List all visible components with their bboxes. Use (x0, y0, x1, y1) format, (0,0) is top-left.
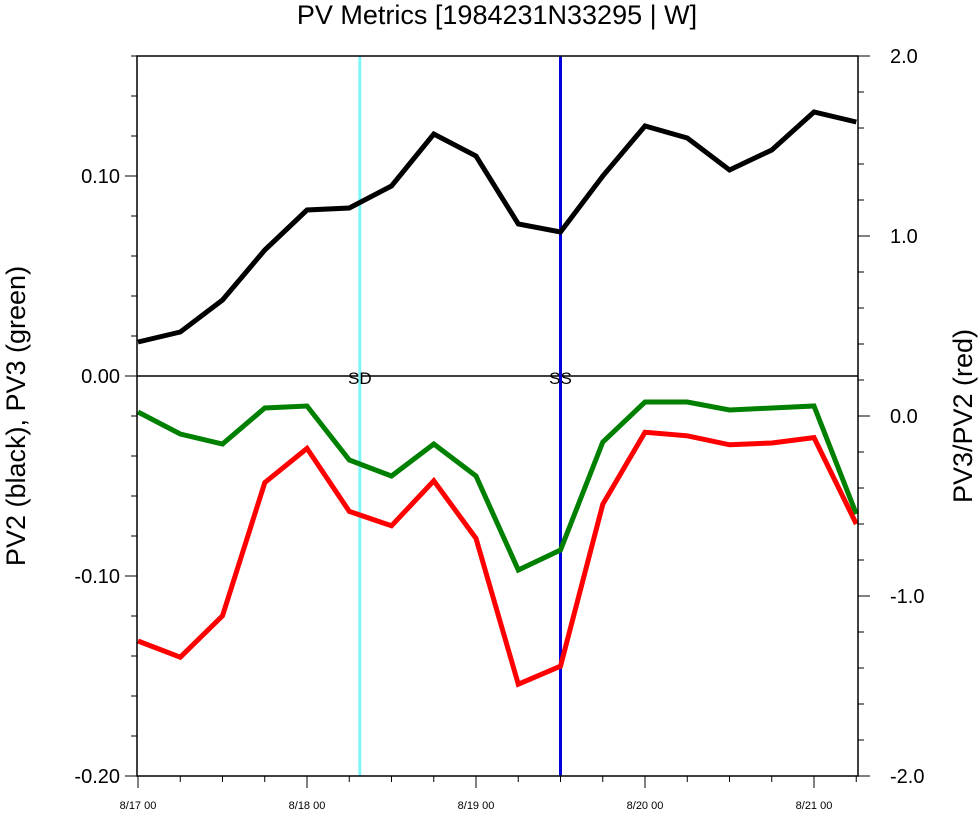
left-tick-label: -0.20 (74, 766, 120, 788)
marker-label-sd: SD (348, 369, 372, 388)
right-y-axis-label: PV3/PV2 (red) (948, 329, 978, 503)
marker-label-ss: SS (549, 369, 572, 388)
plot-area: 0.10 0.00 -0.10 -0.20 2.0 1.0 0.0 -1.0 -2.0 8/17 … (74, 46, 924, 812)
left-tick-label: -0.10 (74, 566, 120, 588)
right-tick-label: 2.0 (890, 46, 918, 68)
left-tick-label: 0.10 (81, 166, 120, 188)
plot-frame (136, 55, 859, 777)
series-line-pv2 (137, 109, 857, 345)
x-tick-label: 8/19 00 (458, 800, 495, 812)
x-tick-label: 8/21 00 (796, 800, 833, 812)
right-tick-label: -2.0 (890, 766, 924, 788)
x-tick-label: 8/17 00 (120, 800, 157, 812)
right-tick-label: 1.0 (890, 226, 918, 248)
x-tick-label: 8/18 00 (289, 800, 326, 812)
right-tick-label: 0.0 (890, 406, 918, 428)
chart-title: PV Metrics [1984231N33295 | W] (297, 0, 697, 30)
x-tick-label: 8/20 00 (627, 800, 664, 812)
left-tick-label: 0.00 (81, 366, 120, 388)
right-tick-label: -1.0 (890, 586, 924, 608)
left-y-axis-label: PV2 (black), PV3 (green) (1, 266, 31, 566)
series-line-pv3-pv2 (137, 429, 859, 688)
series-line-pv3 (136, 399, 859, 574)
